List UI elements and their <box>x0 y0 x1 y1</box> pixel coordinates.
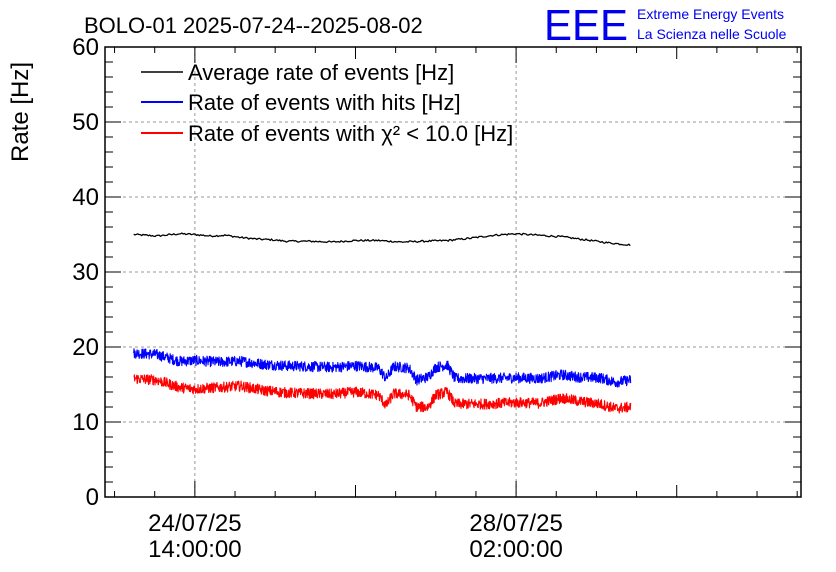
series-line-3 <box>133 374 632 414</box>
legend: Average rate of events [Hz] Rate of even… <box>141 60 513 146</box>
eee-logo: EEE Extreme Energy Events La Scienza nel… <box>544 1 787 50</box>
grid-lines <box>105 47 801 497</box>
series-line-1 <box>133 232 631 247</box>
legend-label-hits: Rate of events with hits [Hz] <box>188 90 461 115</box>
eee-logo-mark: EEE <box>544 1 628 50</box>
eee-logo-line-2: La Scienza nelle Scuole <box>637 26 787 42</box>
y-tick-label: 10 <box>72 409 99 436</box>
y-tick-label: 30 <box>72 259 99 286</box>
series-layer <box>133 232 632 414</box>
y-tick-label: 50 <box>72 109 99 136</box>
y-tick-label: 40 <box>72 184 99 211</box>
legend-label-chi2: Rate of events with χ² < 10.0 [Hz] <box>188 121 513 146</box>
y-tick-label: 20 <box>72 334 99 361</box>
chart-title: BOLO-01 2025-07-24--2025-08-02 <box>84 13 423 38</box>
eee-logo-line-1: Extreme Energy Events <box>637 6 784 22</box>
y-tick-label: 0 <box>86 484 99 511</box>
series-line-2 <box>133 348 632 388</box>
x-tick-time: 14:00:00 <box>148 536 241 563</box>
x-tick-time: 02:00:00 <box>469 536 562 563</box>
y-tick-label: 60 <box>72 34 99 61</box>
x-tick-date: 24/07/25 <box>148 510 241 537</box>
y-axis-label: Rate [Hz] <box>7 62 34 162</box>
legend-label-average: Average rate of events [Hz] <box>188 60 454 85</box>
x-tick-date: 28/07/25 <box>469 510 562 537</box>
